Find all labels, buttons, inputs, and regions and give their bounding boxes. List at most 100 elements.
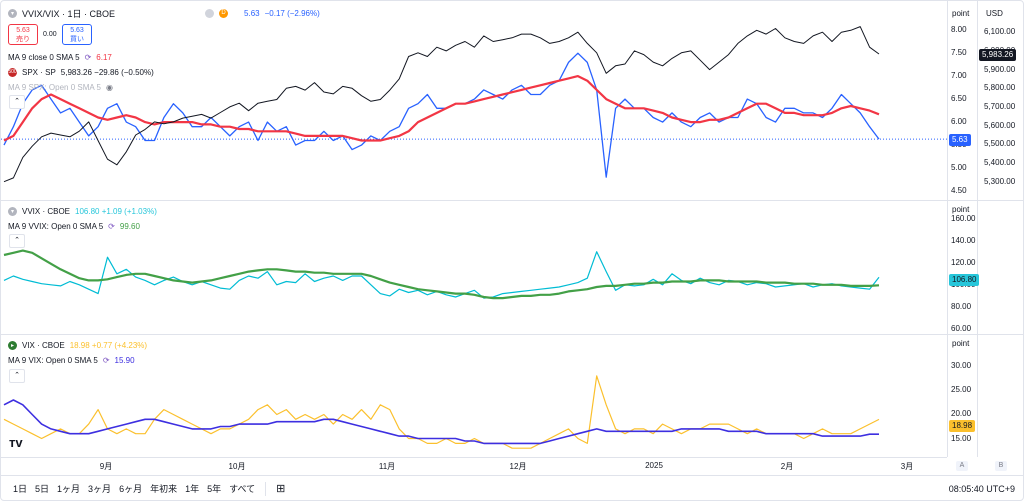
series-line-0[interactable] xyxy=(3,52,880,178)
spx-label: SPX · SP xyxy=(22,67,56,77)
series-line-1[interactable] xyxy=(3,249,880,300)
series-line-1[interactable] xyxy=(3,399,879,445)
auto-scale-button[interactable]: A xyxy=(956,461,968,471)
series-line-2[interactable] xyxy=(3,26,880,183)
xaxis-label: 12月 xyxy=(509,462,527,471)
refresh-icon[interactable]: ⟳ xyxy=(108,221,115,231)
pane2-tick: 80.00 xyxy=(951,301,972,311)
range-5y[interactable]: 5年 xyxy=(207,484,222,494)
range-3m[interactable]: 3ヶ月 xyxy=(88,484,112,494)
pane1-right-tick: 5,600.00 xyxy=(984,120,1016,130)
pane3-right-scale xyxy=(977,335,1023,457)
calendar-range-icon[interactable]: ⊞ xyxy=(276,483,286,495)
range-1y[interactable]: 1年 xyxy=(185,484,200,494)
spx-value: 5,983.26 −29.86 (−0.50%) xyxy=(60,67,154,77)
pane1-right-scale[interactable]: USD 6,100.006,000.005,900.005,800.005,70… xyxy=(977,1,1023,200)
sell-price: 5.63 xyxy=(16,27,30,34)
pane2-last-price: 106.80 xyxy=(949,274,980,286)
pane-divider[interactable] xyxy=(1,334,1023,335)
pane3-symbol-row: ▸ VIX · CBOE 18.98 +0.77 (+4.23%) xyxy=(8,338,147,352)
pane1-right-tick: 5,700.00 xyxy=(984,101,1016,111)
symbol-logo-icon: ▸ xyxy=(8,340,17,350)
pane1-left-tick: 6.50 xyxy=(951,94,967,104)
pane3-symbol[interactable]: VIX · CBOE xyxy=(22,340,65,350)
spx-ma-label: MA 9 SPX: Open 0 SMA 5 xyxy=(8,82,101,92)
pane1-right-tick: 6,100.00 xyxy=(984,27,1016,37)
pane1-ma-label: MA 9 close 0 SMA 5 xyxy=(8,52,80,62)
range-ytd[interactable]: 年初来 xyxy=(150,484,178,494)
eye-hidden-icon[interactable]: ◉ xyxy=(105,82,113,92)
pane1-left-tick: 5.00 xyxy=(951,163,967,173)
bottom-toolbar: 1日 5日 1ヶ月 3ヶ月 6ヶ月 年初来 1年 5年 すべて ⊞ 08:05:… xyxy=(1,475,1023,500)
pane2-tick: 120.00 xyxy=(951,257,976,267)
pane3-scale[interactable]: point 30.00 25.00 20.00 15.00 xyxy=(947,335,978,457)
collapse-legend-button[interactable]: ⌃ xyxy=(9,234,25,248)
pane1-ma-row[interactable]: MA 9 close 0 SMA 5 ⟳ 6.17 xyxy=(8,50,112,64)
dot-icon xyxy=(205,8,215,18)
xaxis-label: 9月 xyxy=(99,462,113,471)
pane1-plot[interactable] xyxy=(1,1,947,200)
pane1-left-tick: 7.50 xyxy=(951,48,967,58)
spread-value: 0.00 xyxy=(43,31,57,38)
range-6m[interactable]: 6ヶ月 xyxy=(119,484,143,494)
pane3-ma-label: MA 9 VIX: Open 0 SMA 5 xyxy=(8,355,98,365)
sell-button[interactable]: 5.63 売り xyxy=(8,24,38,45)
pane3-ma-value: 15.90 xyxy=(114,355,135,365)
pane1-ma-value: 6.17 xyxy=(96,52,112,62)
clock-timezone[interactable]: 08:05:40 UTC+9 xyxy=(948,483,1015,494)
spx-row[interactable]: 500 SPX · SP 5,983.26 −29.86 (−0.50%) xyxy=(8,65,154,79)
range-5d[interactable]: 5日 xyxy=(35,484,50,494)
scale-header: point xyxy=(952,339,970,348)
time-axis[interactable]: 9月 10月 11月 12月 2025 2月 3月 xyxy=(1,457,947,474)
tradingview-logo-icon[interactable]: ᴛᴠ xyxy=(9,435,23,450)
refresh-icon[interactable]: ⟳ xyxy=(102,355,110,365)
divider xyxy=(265,481,267,496)
range-all[interactable]: すべて xyxy=(229,484,256,494)
pane-divider[interactable] xyxy=(1,200,1023,201)
pane-vvix-vix[interactable]: ▾ VVIX/VIX · 1日 · CBOE D 5.63 −0.17 (−2.… xyxy=(1,1,947,200)
pane3-tick: 15.00 xyxy=(951,433,972,443)
pane-vix[interactable]: ▸ VIX · CBOE 18.98 +0.77 (+4.23%) MA 9 V… xyxy=(1,335,947,457)
pane2-symbol[interactable]: VVIX · CBOE xyxy=(22,206,71,216)
series-line-0[interactable] xyxy=(3,375,880,449)
buy-label: 買い xyxy=(70,36,84,43)
refresh-icon[interactable]: ⟳ xyxy=(84,52,92,62)
xaxis-label: 10月 xyxy=(228,462,246,471)
scale-header: point xyxy=(952,9,970,18)
buy-price: 5.63 xyxy=(70,27,84,34)
pane3-plot[interactable] xyxy=(1,335,947,457)
buy-button[interactable]: 5.63 買い xyxy=(62,24,92,45)
pane1-left-scale[interactable]: point 8.007.507.006.506.005.505.004.50 xyxy=(947,1,978,200)
spx-ma-row[interactable]: MA 9 SPX: Open 0 SMA 5 ◉ xyxy=(8,80,113,94)
collapse-legend-button[interactable]: ⌃ xyxy=(9,369,25,383)
pane1-last-price: 5.63 xyxy=(949,134,971,146)
series-line-1[interactable] xyxy=(3,74,880,142)
symbol-logo-icon: ▾ xyxy=(8,206,17,216)
pane3-tick: 20.00 xyxy=(951,409,972,419)
xaxis-label: 2月 xyxy=(780,462,794,471)
pane2-ma-row[interactable]: MA 9 VVIX: Open 0 SMA 5 ⟳ 99.60 xyxy=(8,219,140,233)
pane1-right-tick: 5,400.00 xyxy=(984,157,1016,167)
pane3-last-price: 18.98 xyxy=(949,420,976,432)
pane3-ma-row[interactable]: MA 9 VIX: Open 0 SMA 5 ⟳ 15.90 xyxy=(8,353,135,367)
sell-label: 売り xyxy=(16,36,30,43)
currency-header: USD xyxy=(986,9,1003,18)
pane1-right-tick: 5,800.00 xyxy=(984,83,1016,93)
pane-vvix[interactable]: ▾ VVIX · CBOE 106.80 +1.09 (+1.03%) MA 9… xyxy=(1,201,947,334)
pane2-ma-value: 99.60 xyxy=(119,221,140,231)
pane1-symbol[interactable]: VVIX/VIX · 1日 · CBOE xyxy=(22,8,116,19)
pane1-change: −0.17 (−2.96%) xyxy=(264,8,320,18)
range-1d[interactable]: 1日 xyxy=(13,484,28,494)
log-scale-button[interactable]: B xyxy=(995,461,1007,471)
pane2-tick: 160.00 xyxy=(951,213,976,223)
pane2-plot[interactable] xyxy=(1,201,947,334)
collapse-legend-button[interactable]: ⌃ xyxy=(9,95,25,109)
pane1-right-tick: 5,900.00 xyxy=(984,64,1016,74)
delay-badge: D xyxy=(219,8,229,18)
pane2-symbol-row: ▾ VVIX · CBOE 106.80 +1.09 (+1.03%) xyxy=(8,204,157,218)
pane1-left-tick: 8.00 xyxy=(951,25,967,35)
range-1m[interactable]: 1ヶ月 xyxy=(57,484,81,494)
pane1-left-tick: 7.00 xyxy=(951,71,967,81)
